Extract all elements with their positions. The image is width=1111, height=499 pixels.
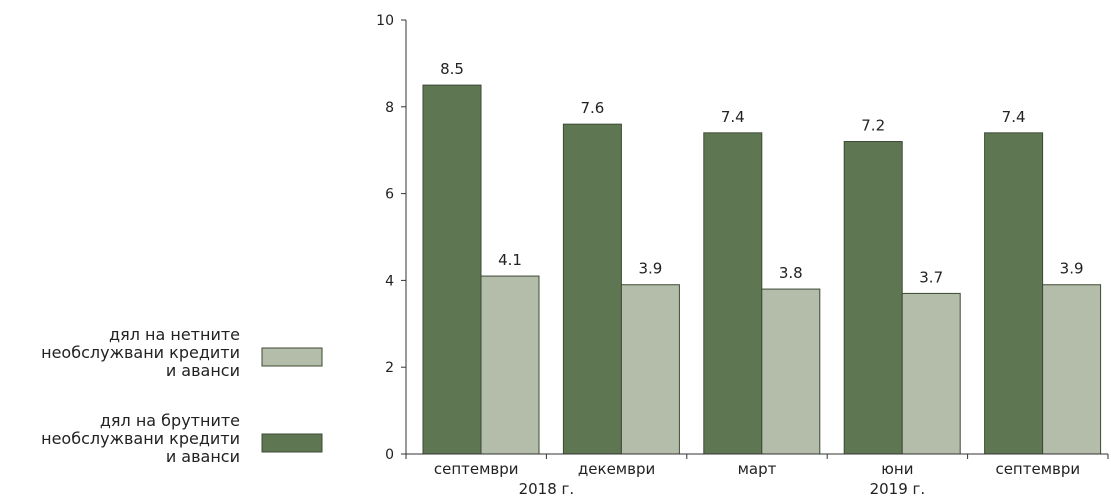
bar-net-0: [480, 275, 540, 455]
y-tick-label: 0: [385, 447, 394, 463]
bar-gross-4: [984, 132, 1044, 455]
data-label: 3.9: [1060, 260, 1084, 278]
legend-label: и аванси: [166, 447, 240, 466]
axes-group: 0 2 4 6 8 10 септември декември март юни септември…: [376, 13, 1109, 498]
legend-label: и аванси: [166, 361, 240, 380]
data-label: 3.7: [919, 268, 943, 286]
data-label: 7.6: [580, 99, 604, 117]
data-label: 7.4: [1002, 108, 1026, 126]
bar-gross-2: [703, 132, 763, 455]
bar-net-3: [901, 292, 961, 455]
y-tick-label: 6: [385, 187, 394, 203]
x-category-label: декември: [578, 460, 655, 478]
y-tick-label: 4: [385, 273, 394, 289]
legend-swatch-net: [261, 347, 323, 367]
y-tick-label: 8: [385, 100, 394, 116]
data-label: 3.8: [779, 264, 803, 282]
value-labels-group: 8.5 7.6 7.4 7.2 7.4 4.1 3.9 3.8 3.7 3.9: [440, 60, 1083, 286]
y-tick-label: 10: [376, 13, 394, 29]
x-category-label: септември: [434, 460, 519, 478]
bar-gross-1: [562, 123, 622, 455]
x-category-label: март: [738, 460, 777, 478]
data-label: 4.1: [498, 251, 522, 269]
bars-group: [422, 84, 1102, 455]
legend-label: необслужвани кредити: [41, 429, 240, 448]
y-tick-label: 2: [385, 360, 394, 376]
bar-gross-0: [422, 84, 482, 455]
x-year-label: 2019 г.: [870, 480, 926, 498]
legend-label: дял на брутните: [100, 411, 240, 430]
legend-label: дял на нетните: [109, 325, 240, 344]
data-label: 8.5: [440, 60, 464, 78]
x-year-label: 2018 г.: [519, 480, 575, 498]
x-category-label: юни: [881, 460, 913, 478]
bar-net-2: [761, 288, 821, 455]
legend-swatch-gross: [261, 433, 323, 453]
bar-net-4: [1042, 284, 1102, 455]
bar-gross-3: [843, 141, 903, 455]
legend-label: необслужвани кредити: [41, 343, 240, 362]
x-category-label: септември: [995, 460, 1080, 478]
data-label: 7.2: [861, 117, 885, 135]
data-label: 7.4: [721, 108, 745, 126]
bar-net-1: [620, 284, 680, 455]
data-label: 3.9: [638, 260, 662, 278]
